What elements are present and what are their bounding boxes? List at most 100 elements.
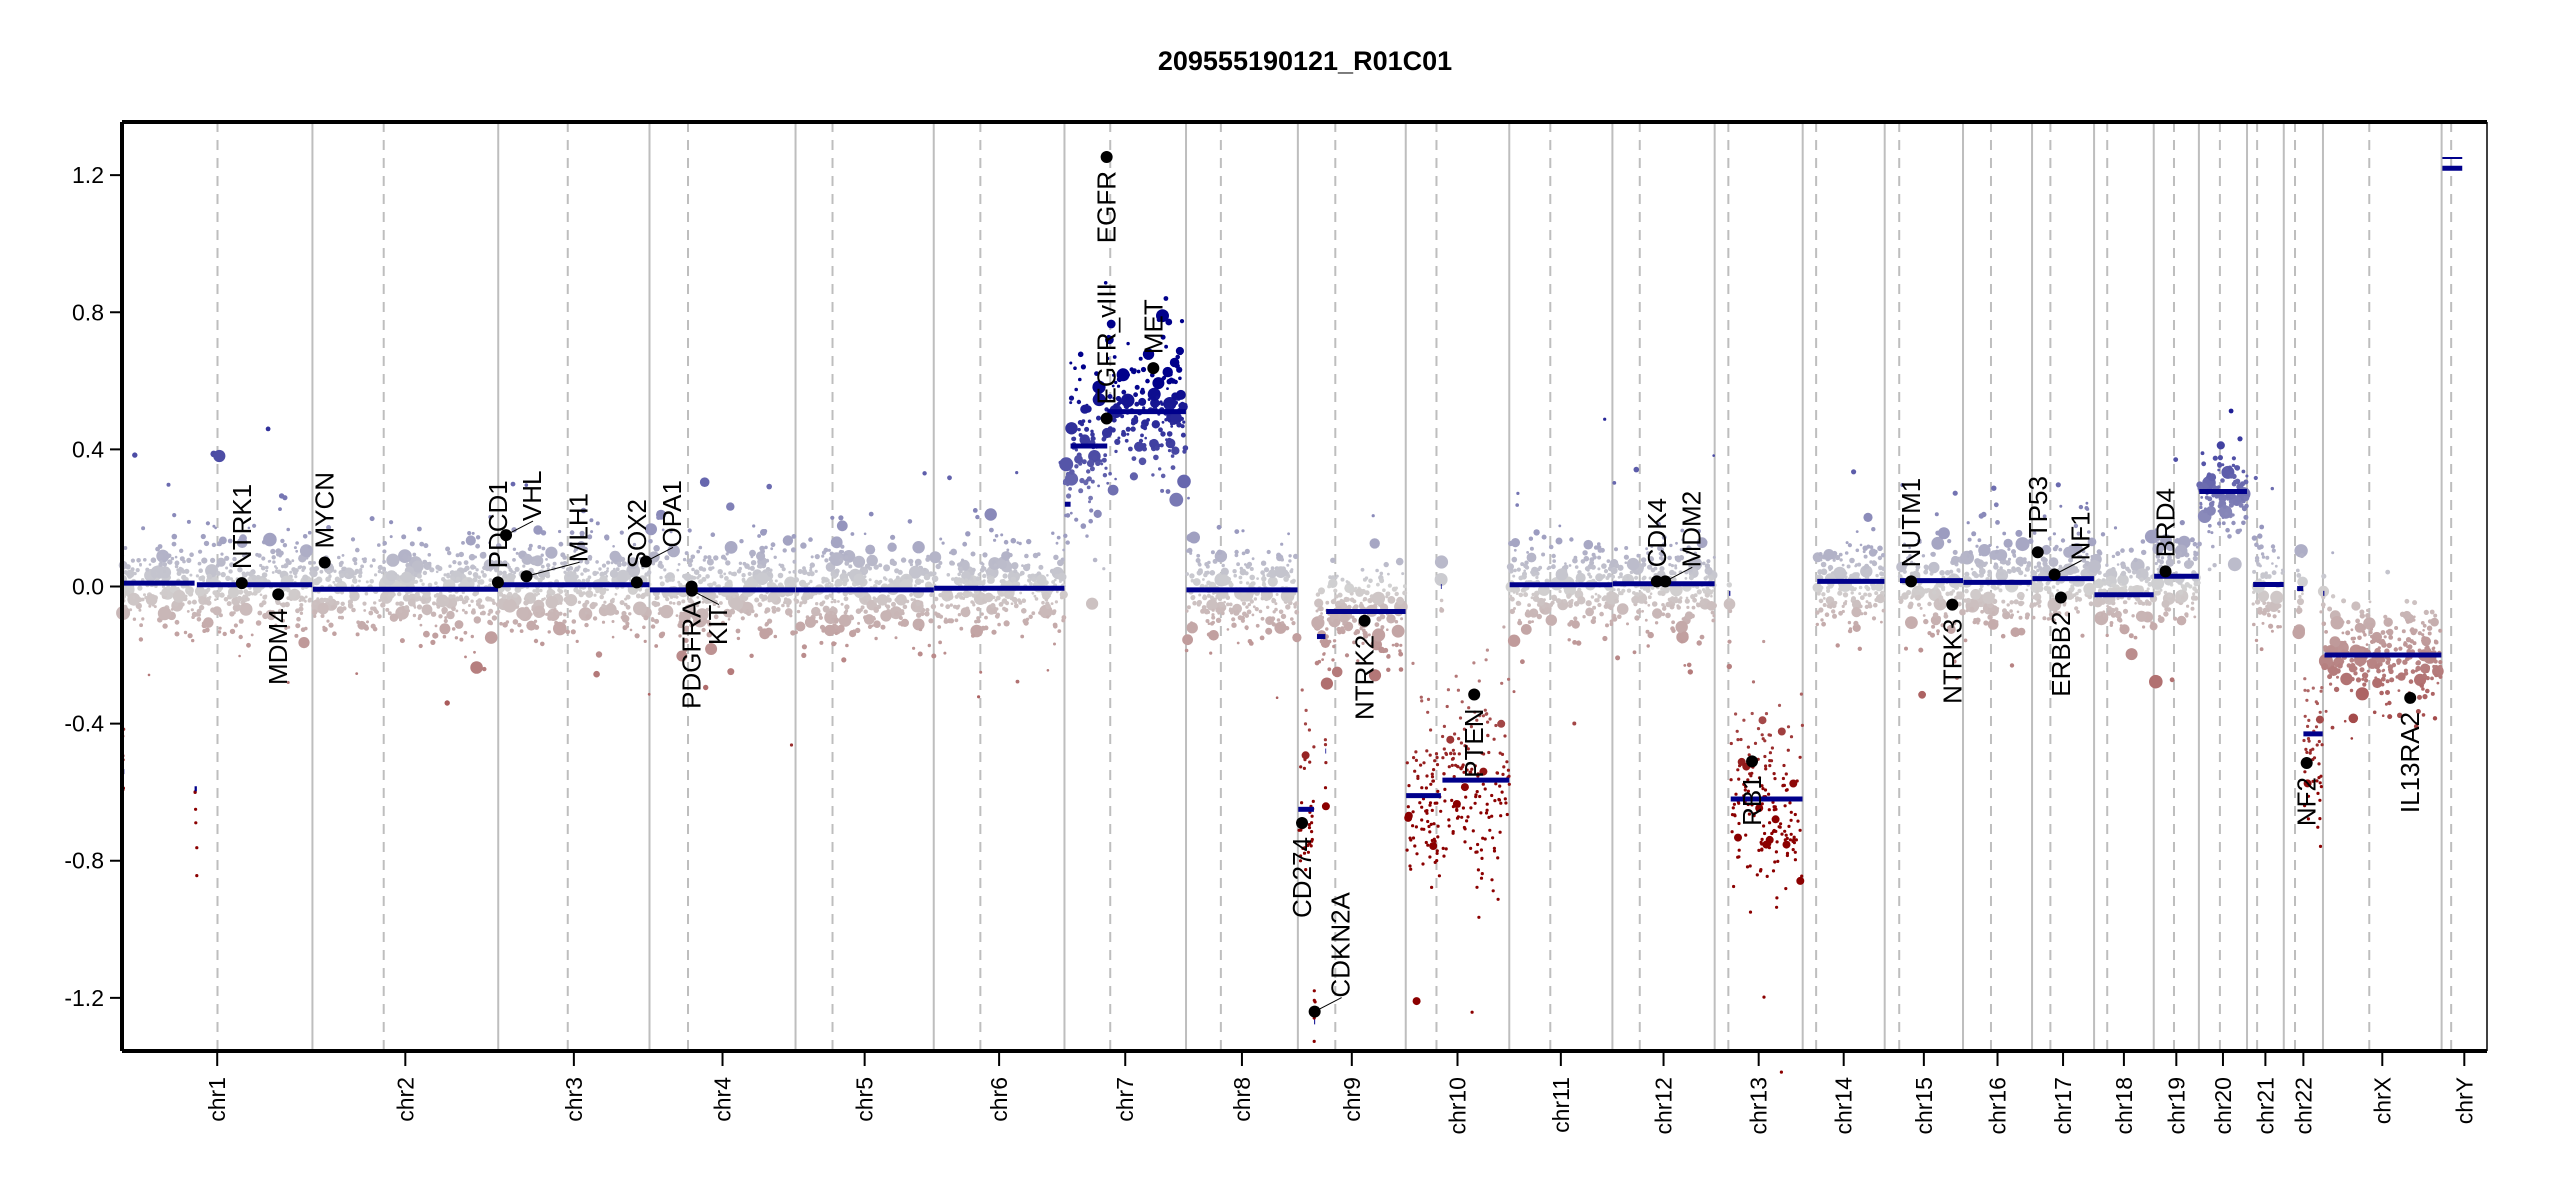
probe-point bbox=[1619, 572, 1623, 577]
probe-point bbox=[766, 483, 772, 490]
probe-point bbox=[1325, 627, 1329, 631]
probe-point bbox=[1513, 568, 1517, 573]
probe-point bbox=[371, 558, 376, 563]
probe-point bbox=[1432, 768, 1436, 772]
probe-point bbox=[1114, 438, 1121, 445]
probe-point bbox=[710, 532, 716, 537]
probe-point bbox=[534, 588, 540, 594]
probe-point bbox=[2060, 538, 2066, 543]
probe-point bbox=[1571, 620, 1580, 629]
probe-point bbox=[2080, 633, 2085, 638]
probe-point bbox=[473, 650, 476, 654]
probe-point bbox=[143, 593, 146, 597]
probe-point bbox=[1307, 728, 1311, 732]
probe-point bbox=[971, 633, 975, 638]
probe-point bbox=[1979, 601, 1982, 605]
probe-point bbox=[1573, 616, 1578, 621]
probe-point bbox=[1789, 810, 1793, 814]
probe-point bbox=[1470, 1010, 1474, 1014]
probe-point bbox=[1633, 466, 1640, 473]
probe-point bbox=[1251, 613, 1255, 617]
probe-point bbox=[1408, 864, 1412, 868]
probe-point bbox=[1601, 563, 1607, 569]
probe-point bbox=[1518, 618, 1521, 622]
probe-point bbox=[1185, 549, 1190, 553]
probe-point bbox=[332, 580, 336, 584]
probe-point bbox=[1762, 995, 1766, 999]
probe-point bbox=[281, 618, 286, 623]
probe-point bbox=[251, 574, 257, 581]
probe-point bbox=[1943, 613, 1949, 619]
probe-point bbox=[1905, 616, 1918, 629]
probe-point bbox=[827, 581, 831, 585]
probe-point bbox=[512, 619, 519, 625]
probe-point bbox=[1239, 580, 1243, 585]
probe-point bbox=[725, 560, 731, 566]
probe-point bbox=[286, 527, 291, 532]
probe-point bbox=[1769, 759, 1774, 763]
probe-point bbox=[1386, 614, 1396, 624]
probe-point bbox=[602, 604, 607, 609]
probe-point bbox=[824, 624, 836, 637]
probe-point bbox=[123, 546, 128, 550]
probe-point bbox=[1256, 577, 1259, 580]
probe-point bbox=[593, 593, 597, 597]
probe-point bbox=[174, 564, 179, 569]
probe-point bbox=[1454, 674, 1458, 678]
probe-point bbox=[1624, 561, 1628, 564]
probe-point bbox=[317, 603, 329, 615]
probe-point bbox=[1074, 454, 1083, 464]
probe-point bbox=[1407, 784, 1411, 788]
probe-point bbox=[1481, 836, 1485, 840]
probe-point bbox=[1796, 876, 1805, 885]
probe-point bbox=[1248, 641, 1254, 646]
probe-point bbox=[1772, 805, 1776, 809]
probe-point bbox=[1053, 554, 1059, 560]
probe-point bbox=[1773, 777, 1777, 781]
probe-point bbox=[2003, 538, 2013, 549]
probe-point bbox=[941, 541, 945, 545]
probe-point bbox=[677, 563, 681, 566]
probe-point bbox=[1629, 570, 1634, 575]
probe-point bbox=[1933, 586, 1938, 591]
probe-point bbox=[2133, 635, 2138, 640]
probe-point bbox=[217, 630, 222, 634]
probe-point bbox=[1710, 594, 1713, 598]
probe-point bbox=[1712, 454, 1715, 457]
probe-point bbox=[422, 570, 428, 576]
probe-point bbox=[1292, 633, 1302, 643]
probe-point bbox=[1415, 852, 1419, 856]
probe-point bbox=[562, 619, 567, 624]
probe-point bbox=[1345, 597, 1350, 602]
probe-point bbox=[821, 554, 825, 558]
probe-point bbox=[1399, 643, 1403, 647]
probe-point bbox=[739, 597, 744, 601]
probe-point bbox=[1394, 619, 1399, 624]
probe-point bbox=[196, 617, 202, 622]
probe-point bbox=[844, 604, 850, 610]
probe-point bbox=[1605, 623, 1609, 628]
probe-point bbox=[2078, 504, 2084, 510]
probe-point bbox=[775, 607, 781, 612]
probe-point bbox=[1485, 802, 1489, 806]
probe-point bbox=[873, 564, 879, 570]
probe-point bbox=[1873, 549, 1878, 554]
probe-point bbox=[1166, 437, 1173, 444]
probe-point bbox=[1548, 544, 1554, 550]
probe-point bbox=[1492, 846, 1496, 850]
probe-point bbox=[576, 591, 579, 595]
probe-point bbox=[245, 591, 251, 597]
probe-point bbox=[931, 575, 939, 582]
probe-point bbox=[1775, 905, 1779, 909]
probe-point bbox=[432, 632, 439, 639]
probe-point bbox=[1170, 454, 1175, 458]
probe-point bbox=[1931, 565, 1937, 571]
probe-point bbox=[719, 601, 723, 605]
probe-point bbox=[570, 629, 576, 635]
probe-point bbox=[328, 574, 332, 578]
probe-point bbox=[2135, 570, 2141, 575]
probe-point bbox=[1614, 598, 1619, 604]
probe-point bbox=[1558, 589, 1562, 594]
probe-point bbox=[1843, 601, 1847, 606]
probe-point bbox=[1103, 453, 1108, 458]
